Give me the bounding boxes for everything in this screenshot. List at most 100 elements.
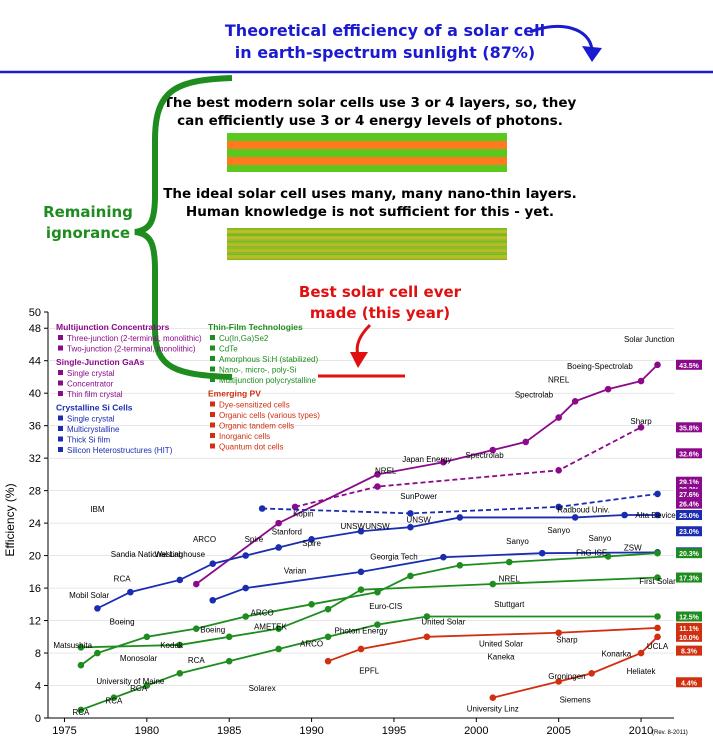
legend-item: Single crystal <box>67 369 115 378</box>
record-badge <box>676 611 702 622</box>
point-label: Kaneka <box>487 653 515 662</box>
legend-marker <box>210 433 215 438</box>
y-tick-label: 4 <box>35 681 41 693</box>
revision-note: (Rev. 8-2011) <box>652 730 688 736</box>
point-label: Stuttgart <box>494 600 525 609</box>
record-label: 8.3% <box>681 649 698 656</box>
data-point <box>110 694 118 702</box>
point-label: ARCO <box>193 535 216 544</box>
data-point <box>143 682 151 689</box>
thin-layer-17 <box>227 255 507 257</box>
data-point <box>555 678 562 685</box>
point-label: Spectrolab <box>515 390 554 399</box>
y-tick-label: 16 <box>29 583 41 595</box>
x-tick-label: 1985 <box>217 725 241 737</box>
data-point <box>94 605 101 612</box>
data-point <box>440 553 447 561</box>
data-point <box>357 586 365 594</box>
data-point <box>407 523 414 531</box>
chart-title-line-1: Theoretical efficiency of a solar cell <box>225 21 545 40</box>
data-point <box>357 527 365 535</box>
data-point <box>637 377 645 385</box>
record-badge <box>676 572 702 583</box>
data-point <box>456 514 464 521</box>
data-point <box>654 613 661 620</box>
thin-layer-0 <box>227 228 507 230</box>
point-label: SunPower <box>400 492 437 501</box>
thin-layer-1 <box>227 229 507 232</box>
data-point <box>275 625 282 632</box>
legend-group-title: Single-Junction GaAs <box>56 357 145 367</box>
legend-marker <box>210 356 215 361</box>
y-tick-label: 32 <box>29 453 41 465</box>
best-cell-arrowhead-icon <box>350 352 368 368</box>
legend-marker <box>58 335 63 340</box>
legend-group-title: Thin-Film Technologies <box>208 322 303 332</box>
data-point <box>77 661 85 669</box>
legend-marker <box>210 401 215 407</box>
data-point <box>489 580 497 588</box>
data-point <box>324 605 332 613</box>
record-label: 11.1% <box>679 626 699 633</box>
legend-group-title: Crystalline Si Cells <box>56 403 133 413</box>
x-tick-label: 1990 <box>299 725 323 737</box>
data-point <box>571 514 579 521</box>
record-label: 12.5% <box>679 615 700 622</box>
data-point <box>423 633 431 641</box>
data-point <box>357 568 365 576</box>
legend-marker <box>210 366 215 372</box>
thin-layer-10 <box>227 244 507 246</box>
record-badge <box>676 422 702 433</box>
point-label: Sandia National Lab <box>111 550 184 559</box>
data-point <box>242 584 249 592</box>
point-label: Radboud Univ. <box>557 506 609 515</box>
record-label: 25.0% <box>679 513 700 520</box>
y-tick-label: 12 <box>29 616 41 628</box>
point-label: RCA <box>114 575 132 584</box>
legend: Multijunction Concentrators Three-junctio… <box>56 322 320 455</box>
data-point <box>637 424 645 431</box>
record-label: 26.4% <box>679 502 700 509</box>
point-label: Spire <box>245 535 264 544</box>
best-modern-line-2: can efficiently use 3 or 4 energy levels… <box>177 113 563 129</box>
legend-item: Inorganic cells <box>219 432 270 441</box>
legend-marker <box>58 415 63 421</box>
data-point <box>275 645 282 653</box>
y-axis-label: Efficiency (%) <box>3 483 17 556</box>
point-label: University of Maine <box>96 677 165 686</box>
legend-marker <box>58 436 63 442</box>
point-label: Mobil Solar <box>69 591 109 600</box>
data-point <box>407 572 414 580</box>
point-label: Heliatek <box>627 667 657 676</box>
x-tick-label: 2010 <box>629 725 653 737</box>
thin-layer-2 <box>227 231 507 233</box>
legend-item: CdTe <box>219 345 238 354</box>
x-tick-label: 1975 <box>52 725 76 737</box>
point-label: RCA <box>188 656 206 665</box>
ideal-line-1: The ideal solar cell uses many, many nan… <box>163 186 577 202</box>
record-badge <box>676 622 702 633</box>
many-layer-bar <box>227 228 507 261</box>
best-cell-line-2: made (this year) <box>310 304 450 322</box>
record-label: 17.3% <box>679 576 700 583</box>
record-badge <box>676 448 702 459</box>
thin-layer-15 <box>227 252 507 254</box>
point-label: IBM <box>90 505 105 514</box>
record-label: 20.3% <box>679 551 700 558</box>
data-point <box>192 625 200 632</box>
record-label: 4.4% <box>681 680 698 687</box>
data-point <box>555 503 562 511</box>
data-point <box>275 544 282 551</box>
point-label: Kopin <box>293 510 313 519</box>
series-line-2 <box>262 492 658 515</box>
series-line-1 <box>294 426 642 508</box>
data-point <box>571 398 579 405</box>
point-label: Boeing <box>200 626 225 635</box>
y-tick-label: 44 <box>29 356 41 368</box>
point-label: Sanyo <box>589 534 612 543</box>
record-label: 35.8% <box>679 425 700 432</box>
data-point <box>176 641 184 649</box>
y-tick-label: 50 <box>29 307 41 319</box>
data-point <box>423 613 431 620</box>
